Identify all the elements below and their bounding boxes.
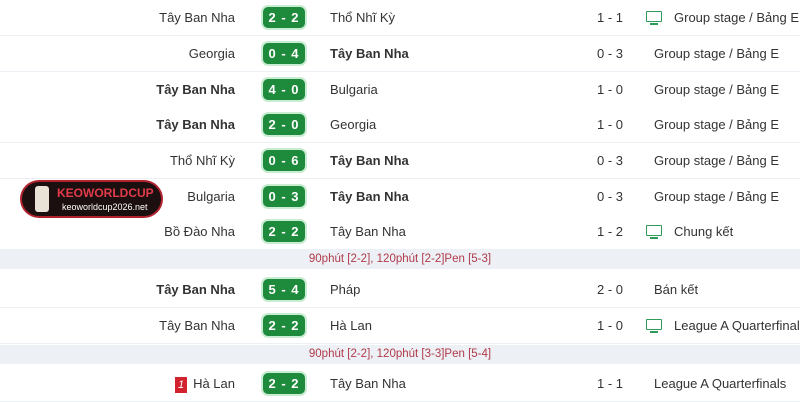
red-card-count: 1 xyxy=(175,376,188,393)
half-time-score: 0 - 3 xyxy=(596,153,623,168)
home-team-name: Tây Ban Nha xyxy=(156,82,235,97)
match-row[interactable]: Bồ Đào Nha 2 - 2 Tây Ban Nha 1 - 2 Chung kết xyxy=(0,214,800,250)
away-team[interactable]: Tây Ban Nha xyxy=(330,46,409,61)
home-team-name: Tây Ban Nha xyxy=(156,117,235,132)
half-time-score: 1 - 0 xyxy=(596,117,623,132)
away-team[interactable]: Tây Ban Nha xyxy=(330,376,406,391)
match-row[interactable]: Tây Ban Nha 4 - 0 Bulgaria 1 - 0 Group stage… xyxy=(0,72,800,108)
score-badge[interactable]: 0 - 4 xyxy=(263,43,305,64)
score-badge[interactable]: 2 - 2 xyxy=(263,315,305,336)
half-time-score: 1 - 1 xyxy=(596,10,623,25)
home-team[interactable]: Bồ Đào Nha xyxy=(164,214,235,249)
watermark-url: keoworldcup2026.net xyxy=(62,202,148,212)
half-time-score: 1 - 2 xyxy=(596,224,623,239)
half-time-score: 2 - 0 xyxy=(596,282,623,297)
watermark-logo: KEOWORLDCUP keoworldcup2026.net xyxy=(22,182,161,216)
match-row[interactable]: Tây Ban Nha 2 - 2 Hà Lan 1 - 0 League A Quar… xyxy=(0,308,800,344)
home-team-name: Tây Ban Nha xyxy=(156,282,235,297)
competition[interactable]: League A Quarterfinals xyxy=(674,318,800,333)
score-badge[interactable]: 2 - 0 xyxy=(263,114,305,135)
away-team[interactable]: Georgia xyxy=(330,117,377,132)
competition[interactable]: Group stage / Bảng E xyxy=(654,153,780,168)
competition[interactable]: Chung kết xyxy=(674,224,734,239)
match-row[interactable]: 1 Hà Lan 2 - 2 Tây Ban Nha 1 - 1 League A Qua… xyxy=(0,366,800,402)
penalty-note: 90phút [2-2], 120phút [3-3]Pen [5-4] xyxy=(0,345,800,364)
match-row[interactable]: Tây Ban Nha 2 - 0 Georgia 1 - 0 Group stage … xyxy=(0,107,800,143)
away-team[interactable]: Tây Ban Nha xyxy=(330,189,409,204)
competition[interactable]: Group stage / Bảng E xyxy=(674,10,800,25)
match-row[interactable]: Tây Ban Nha 5 - 4 Pháp 2 - 0 Bán kết xyxy=(0,272,800,308)
home-team-name: Thổ Nhĩ Kỳ xyxy=(169,153,235,168)
score-badge[interactable]: 4 - 0 xyxy=(263,79,305,100)
competition[interactable]: League A Quarterfinals xyxy=(654,376,787,391)
score-badge[interactable]: 2 - 2 xyxy=(263,7,305,28)
home-team[interactable]: Tây Ban Nha xyxy=(159,0,235,35)
half-time-score: 1 - 0 xyxy=(596,82,623,97)
away-team[interactable]: Bulgaria xyxy=(330,82,378,97)
tv-icon xyxy=(646,225,662,239)
competition[interactable]: Group stage / Bảng E xyxy=(654,82,780,97)
home-team-name: Hà Lan xyxy=(193,376,235,391)
competition[interactable]: Group stage / Bảng E xyxy=(654,46,780,61)
home-team[interactable]: Tây Ban Nha xyxy=(156,107,235,142)
tv-icon xyxy=(646,11,662,25)
score-badge[interactable]: 0 - 3 xyxy=(263,186,305,207)
away-team[interactable]: Tây Ban Nha xyxy=(330,224,406,239)
home-team[interactable]: Tây Ban Nha xyxy=(159,308,235,343)
watermark-brand: KEOWORLDCUP xyxy=(57,186,154,200)
penalty-note: 90phút [2-2], 120phút [2-2]Pen [5-3] xyxy=(0,250,800,269)
away-team[interactable]: Tây Ban Nha xyxy=(330,153,409,168)
match-row[interactable]: Thổ Nhĩ Kỳ 0 - 6 Tây Ban Nha 0 - 3 Group sta… xyxy=(0,143,800,179)
score-badge[interactable]: 2 - 2 xyxy=(263,373,305,394)
competition[interactable]: Group stage / Bảng E xyxy=(654,117,780,132)
trophy-icon xyxy=(35,186,49,212)
match-row[interactable]: Tây Ban Nha 2 - 2 Thổ Nhĩ Kỳ 1 - 1 Group sta… xyxy=(0,0,800,36)
home-team-name: Tây Ban Nha xyxy=(159,10,235,25)
home-team-name: Tây Ban Nha xyxy=(159,318,235,333)
home-team[interactable]: Tây Ban Nha xyxy=(156,72,235,107)
half-time-score: 0 - 3 xyxy=(596,46,623,61)
home-team[interactable]: 1 Hà Lan xyxy=(175,366,235,401)
home-team[interactable]: Thổ Nhĩ Kỳ xyxy=(170,143,235,178)
match-row[interactable]: Georgia 0 - 4 Tây Ban Nha 0 - 3 Group stage … xyxy=(0,36,800,72)
tv-icon xyxy=(646,319,662,333)
home-team[interactable]: Bulgaria xyxy=(187,179,235,214)
competition[interactable]: Bán kết xyxy=(654,282,699,297)
away-team[interactable]: Pháp xyxy=(330,282,361,297)
score-badge[interactable]: 5 - 4 xyxy=(263,279,305,300)
home-team-name: Georgia xyxy=(188,46,235,61)
away-team[interactable]: Hà Lan xyxy=(330,318,372,333)
home-team-name: Bồ Đào Nha xyxy=(164,224,235,239)
home-team-name: Bulgaria xyxy=(187,189,235,204)
home-team[interactable]: Tây Ban Nha xyxy=(156,272,235,307)
score-badge[interactable]: 0 - 6 xyxy=(263,150,305,171)
competition[interactable]: Group stage / Bảng E xyxy=(654,189,780,204)
half-time-score: 1 - 1 xyxy=(596,376,623,391)
half-time-score: 1 - 0 xyxy=(596,318,623,333)
half-time-score: 0 - 3 xyxy=(596,189,623,204)
away-team[interactable]: Thổ Nhĩ Kỳ xyxy=(330,10,396,25)
score-badge[interactable]: 2 - 2 xyxy=(263,221,305,242)
home-team[interactable]: Georgia xyxy=(189,36,235,71)
